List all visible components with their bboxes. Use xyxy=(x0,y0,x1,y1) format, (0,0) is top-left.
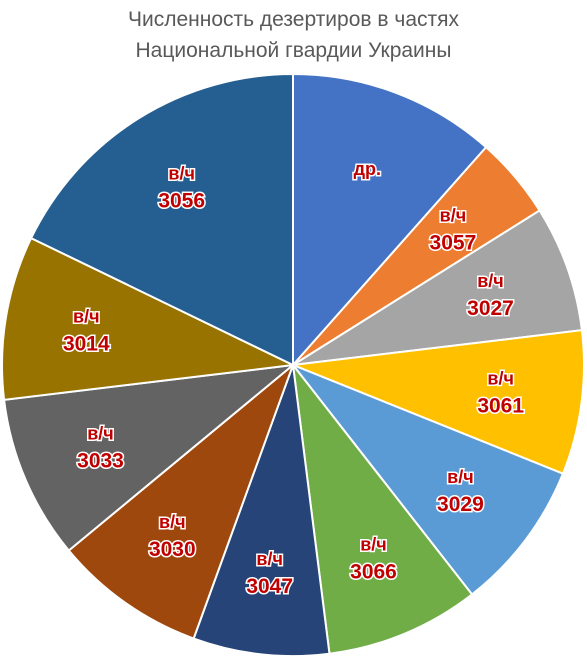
slice-label-prefix: в/ч xyxy=(168,164,195,184)
slice-label-number: 3029 xyxy=(437,493,484,516)
slice-label-number: 3061 xyxy=(477,394,524,417)
slice-label-number: 3056 xyxy=(158,190,205,213)
slice-label-number: 3033 xyxy=(77,450,124,473)
pie-slice xyxy=(289,362,565,596)
pie-slice xyxy=(291,361,474,655)
slice-label-number: 3047 xyxy=(246,575,293,598)
chart-title-line-1: Численность дезертиров в частях xyxy=(128,8,459,31)
slice-label-prefix: в/ч xyxy=(73,307,100,327)
slice-label-prefix: в/ч xyxy=(447,467,474,487)
slice-label-number: 3030 xyxy=(149,538,196,561)
slice-label-other: др. xyxy=(354,159,381,179)
chart-title: Численность дезертиров в частях Национал… xyxy=(0,4,587,66)
pie-slice xyxy=(292,72,488,368)
slice-label-number: 3066 xyxy=(350,561,397,584)
pie-slice xyxy=(1,236,297,401)
slice-label-prefix: в/ч xyxy=(87,424,114,444)
pie-slice xyxy=(67,361,296,640)
pie-slice xyxy=(292,329,585,475)
pie-slice xyxy=(192,364,331,657)
chart-title-line-2: Национальной гвардии Украины xyxy=(135,39,452,62)
slice-label-prefix: в/ч xyxy=(256,549,283,569)
pie-slice xyxy=(29,72,294,367)
slice-label-prefix: в/ч xyxy=(477,271,504,291)
slice-label-number: 3014 xyxy=(63,333,110,356)
slice-label-prefix: в/ч xyxy=(487,368,514,388)
pie-slices xyxy=(1,72,585,657)
pie-labels: др.в/ч3057в/ч3027в/ч3061в/ч3029в/ч3066в/… xyxy=(61,158,525,600)
slice-label-number: 3027 xyxy=(467,297,514,320)
slice-label-prefix: в/ч xyxy=(360,535,387,555)
pie-slice xyxy=(292,209,584,366)
slice-label-prefix: в/ч xyxy=(159,512,186,532)
slice-label-number: 3057 xyxy=(430,232,477,255)
slice-label-prefix: в/ч xyxy=(440,206,467,226)
pie-slice xyxy=(2,363,297,552)
